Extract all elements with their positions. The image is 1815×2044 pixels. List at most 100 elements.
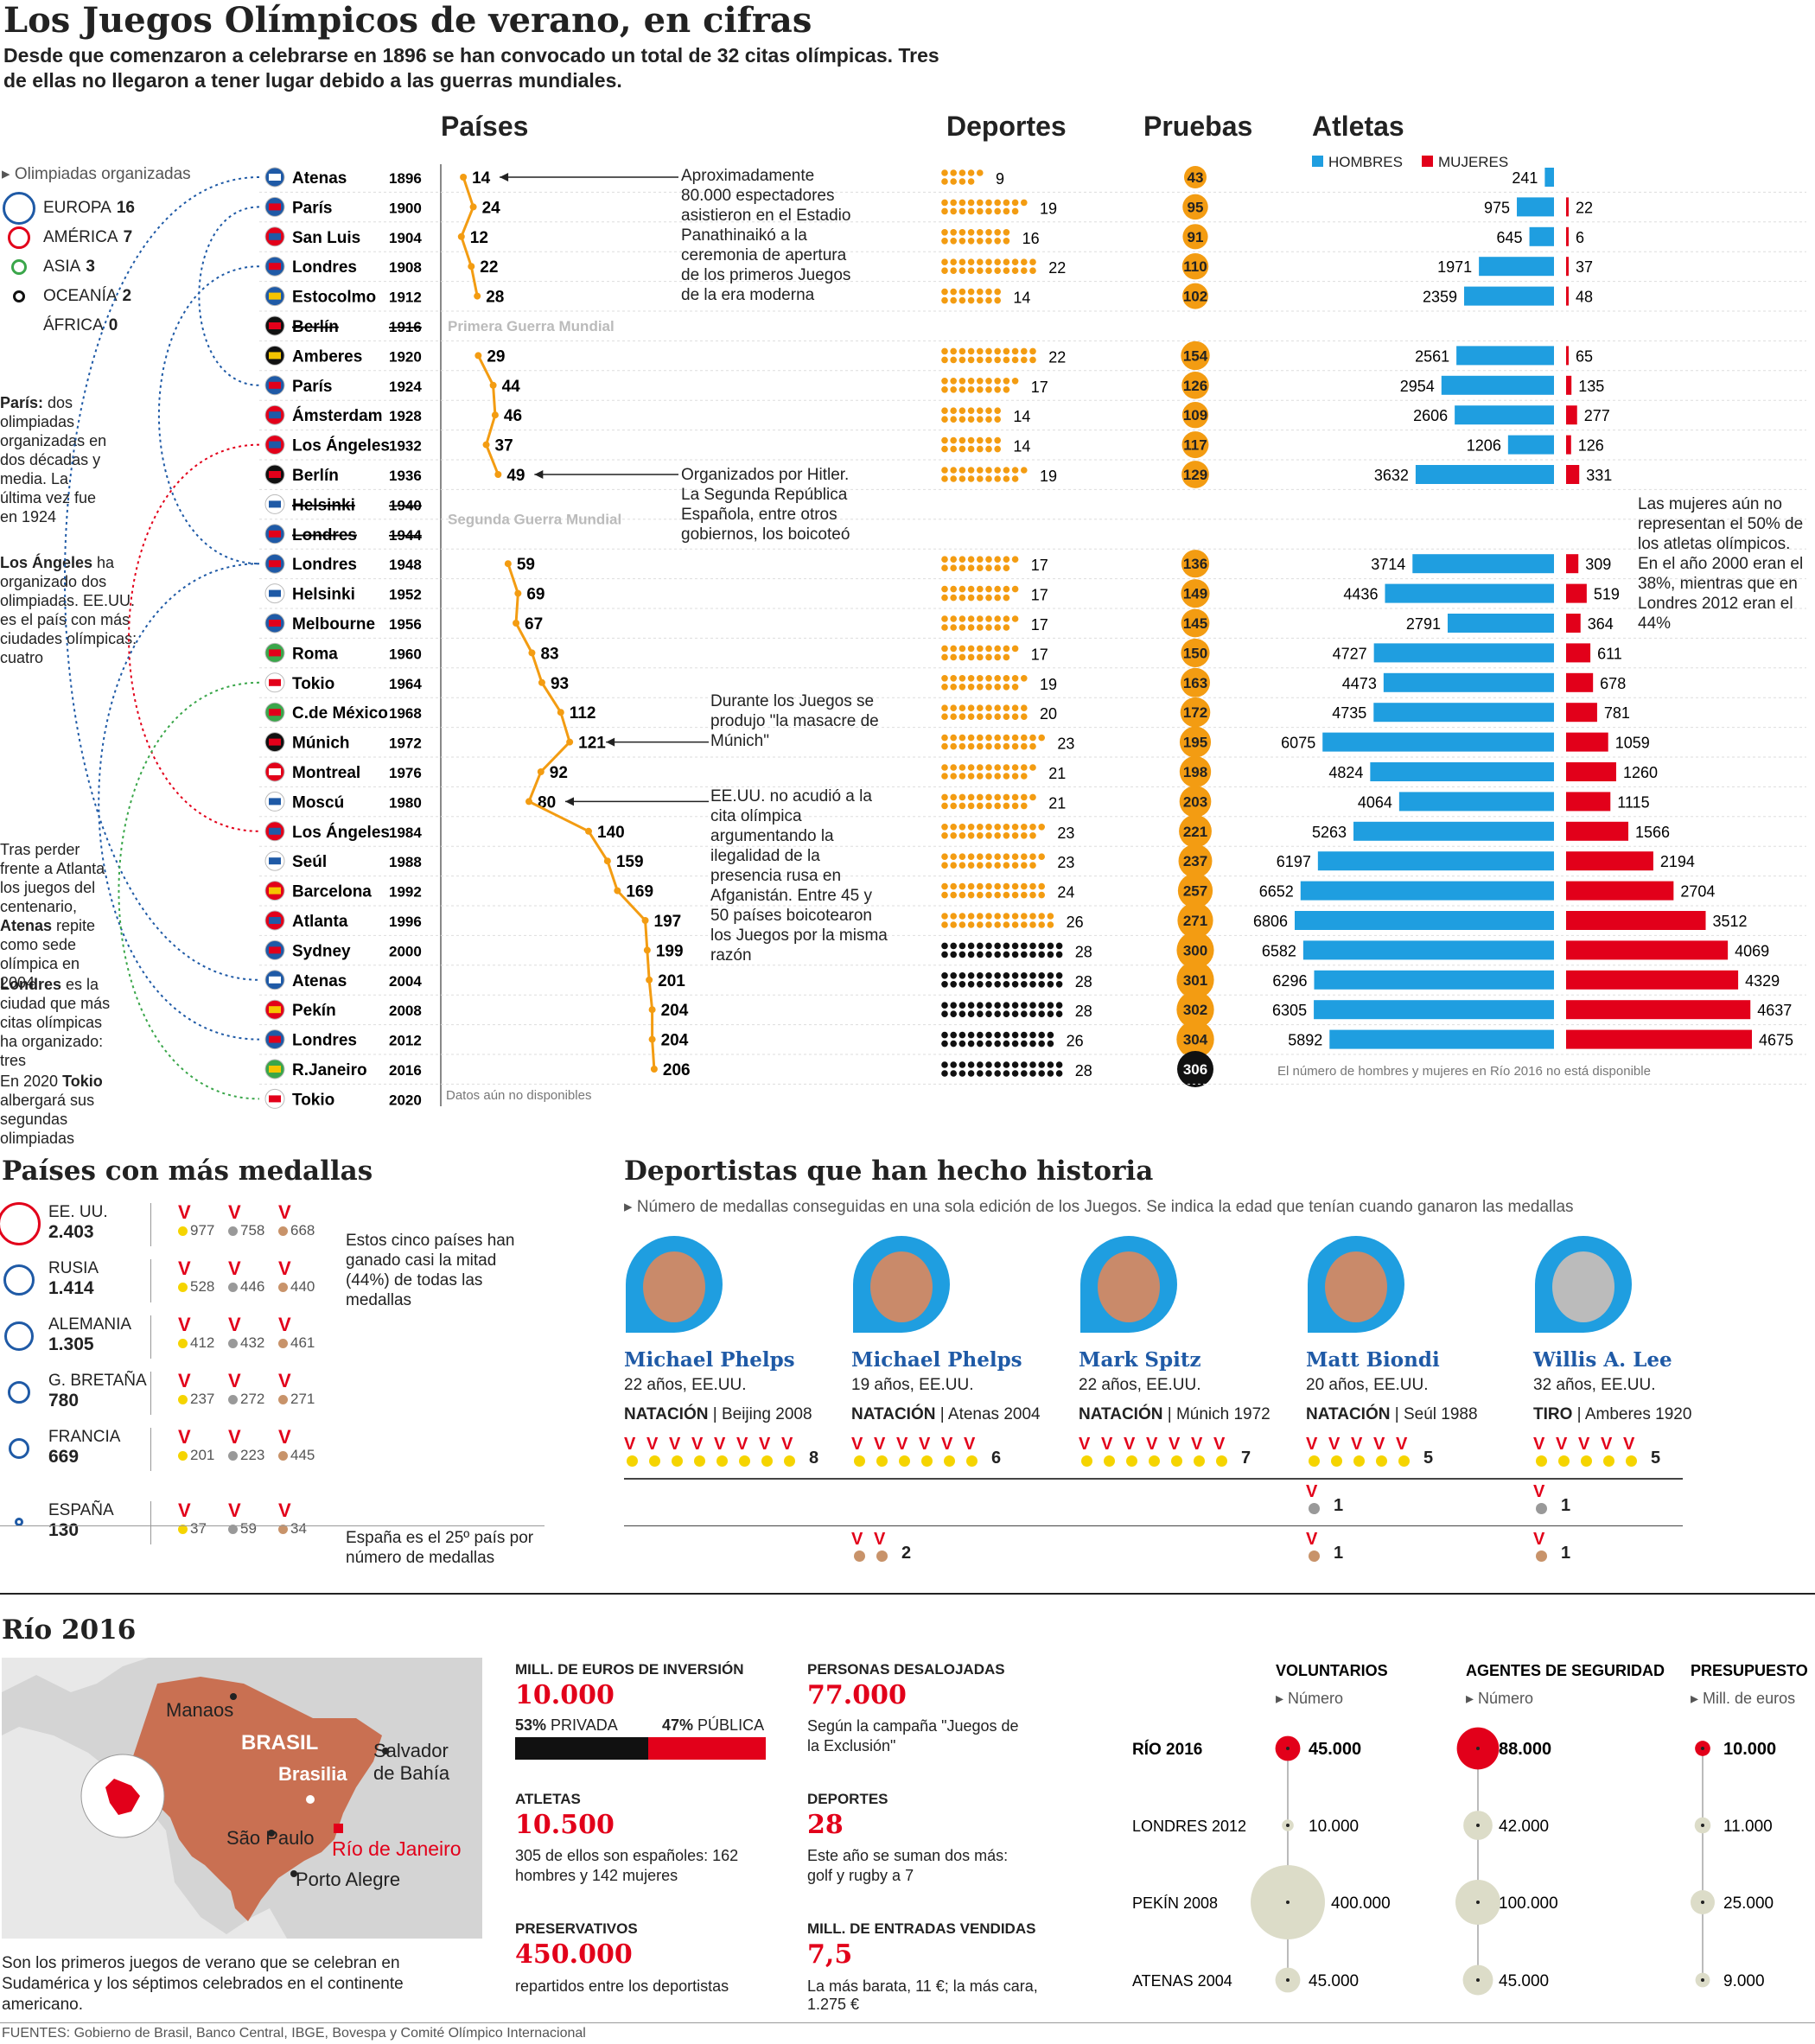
compare-value: 400.000 [1331,1894,1391,1913]
sport-dot [985,296,992,304]
events-circle [1176,931,1214,969]
countries-label: 12 [470,229,488,247]
women-label: 2704 [1680,883,1715,901]
sport-dot [985,416,992,423]
men-label: 5263 [1312,824,1347,841]
sport-dot [994,416,1001,423]
medal-count: 37 [190,1520,207,1537]
sport-dot [1021,913,1028,920]
year: 1912 [389,290,422,306]
sport-dot [977,824,984,831]
legend-mujeres: MUJERES [1422,154,1508,171]
compare-subheader: ▸ Número [1466,1690,1533,1707]
flag-stripe [269,174,281,181]
sport-dot [950,178,957,185]
sport-dot [967,296,975,304]
men-label: 241 [1512,169,1538,187]
women-label: 3512 [1713,913,1748,930]
medal-ribbon-icon: V [1556,1435,1568,1454]
events-circle [1181,431,1209,459]
sport-dot [985,229,992,236]
men-bar [1415,465,1554,484]
events-label: 302 [1183,1002,1207,1018]
sport-dot [958,704,966,711]
flag-stripe [269,292,281,300]
city-name: París [292,378,332,396]
sport-dot [1038,921,1045,928]
events-circle [1182,283,1208,309]
medal-ribbon-icon: V [1306,1435,1318,1454]
sport-dot [1003,764,1010,771]
year: 1952 [389,587,422,603]
city-name: Los Ángeles [292,823,390,842]
medal-icon [694,1455,705,1467]
legend-count: 16 [116,199,135,217]
athlete-photo [1080,1236,1177,1333]
athlete-info: 20 años, EE.UU. [1306,1376,1429,1394]
sport-dot [967,386,975,393]
sport-dot [1011,378,1019,385]
sport-dot [994,913,1001,920]
medal-ribbon-icon: V [228,1426,241,1448]
sport-dot [977,475,984,482]
sport-dot [958,436,966,444]
sport-dot [977,1061,984,1068]
sport-dot [1021,1031,1028,1039]
sport-dot [985,386,992,393]
annotation-arrowhead [606,737,615,747]
medal-ribbon-icon: V [669,1435,681,1454]
sport-dot [994,684,1001,691]
sport-dot [967,436,975,444]
men-bar [1314,970,1554,990]
sport-dot [977,793,984,801]
medal-divider [150,1315,151,1359]
compare-value: 45.000 [1309,1740,1361,1759]
na-paises: Datos aún no disponibles [446,1088,592,1103]
sport-dot [1047,951,1054,958]
sport-dot [1055,951,1063,958]
athletes-title: Deportistas que han hecho historia [624,1156,1154,1187]
sport-dot [967,585,975,593]
men-label: 2791 [1406,615,1441,633]
men-bar [1455,405,1554,425]
sport-dot [1029,267,1036,274]
sport-dot [950,258,957,265]
sport-dot [1003,713,1010,720]
sport-dot [950,445,957,453]
flag-stripe [269,530,281,538]
sport-dot [1003,853,1010,860]
flag-stripe [269,560,281,568]
sport-dot [1003,793,1010,801]
sport-dot [977,238,984,245]
sport-dot [994,773,1001,780]
city-name: Atenas [292,169,347,188]
city-name: Helsinki [292,586,355,604]
sport-dot [941,675,948,682]
sport-dot [950,684,957,691]
countries-label: 206 [663,1061,691,1079]
sport-dot [1011,1040,1019,1047]
medal-ribbon-icon: V [278,1370,291,1391]
sport-dot [941,288,948,296]
sport-dot [967,793,975,801]
flag-stripe [269,411,281,419]
medal-ribbon-icon: V [278,1426,291,1448]
events-label: 126 [1183,378,1207,394]
sport-dot [950,288,957,296]
men-label: 2359 [1423,289,1457,306]
side-note: En 2020 Tokio albergará sus segundas oli… [0,1072,112,1148]
sport-dot [1029,742,1036,750]
sport-dot [977,773,984,780]
sport-dot [1011,1031,1019,1039]
map-caption: Son los primeros juegos de verano que se… [2,1954,404,2014]
women-label: 4637 [1757,1002,1792,1019]
sport-dot [1021,742,1028,750]
pres-value: 450.000 [515,1939,633,1970]
sport-dot [1029,1061,1036,1068]
flag-stripe [269,322,281,329]
athlete-event-name: Seúl 1988 [1403,1405,1478,1423]
sport-dot [1011,585,1019,593]
medal-count: 446 [240,1278,265,1295]
men-bar [1317,851,1554,871]
sport-dot [1029,793,1036,801]
